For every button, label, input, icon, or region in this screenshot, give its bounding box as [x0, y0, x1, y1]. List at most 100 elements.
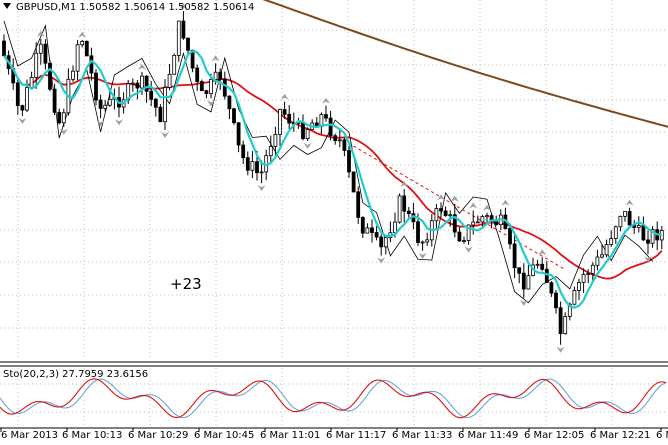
candle-body: [360, 217, 365, 234]
stoch-lines: [0, 378, 667, 419]
candle-body: [425, 239, 430, 243]
fractal-down-icon: [464, 246, 473, 253]
candle-body: [255, 161, 259, 174]
candle-body: [89, 55, 94, 74]
candle-body: [333, 135, 338, 142]
candle-body: [370, 227, 374, 233]
candle-body: [356, 191, 361, 218]
candle-body: [397, 195, 402, 223]
candle-body: [600, 254, 604, 258]
fractal-down-icon: [377, 257, 386, 264]
time-axis: 6 Mar 2013 6 Mar 10:13 6 Mar 10:29 6 Mar 10…: [0, 428, 668, 441]
time-tick-label: 6 Mar 11:01: [260, 430, 320, 441]
fractal-up-icon: [78, 31, 87, 38]
candle-body: [485, 215, 489, 218]
stoch-grid: [0, 368, 668, 427]
candle-body: [443, 210, 448, 217]
candle-body: [590, 264, 595, 274]
candle-body: [586, 273, 591, 275]
candle-body: [227, 95, 232, 110]
candle-body: [75, 44, 80, 72]
candle-body: [471, 221, 476, 226]
fractal-down-icon: [418, 252, 427, 259]
candle-body: [250, 161, 255, 171]
candle-body: [618, 215, 623, 228]
candle-body: [324, 114, 328, 119]
fractal-down-icon: [161, 131, 169, 138]
candle-body: [245, 157, 250, 171]
candle-body: [282, 109, 287, 115]
ma-slow-line: [262, 0, 668, 128]
candle-body: [365, 227, 370, 234]
candle-body: [176, 20, 181, 56]
fractal-down-icon: [207, 100, 215, 107]
trendline-dashed: [342, 139, 567, 271]
candle-body: [98, 99, 103, 109]
candle-body: [383, 237, 388, 248]
time-tick-label: 6 Mar 12:21: [590, 430, 650, 441]
time-tick-label: 6 Mar 10:13: [62, 430, 122, 441]
fractal-up-icon: [36, 30, 45, 37]
stoch-signal-line: [0, 378, 667, 419]
candle-body: [186, 37, 190, 51]
symbol-header: GBPUSD,M1 1.50582 1.50614 1.50582 1.5061…: [16, 2, 254, 13]
candle-body: [609, 238, 614, 245]
fractal-down-icon: [96, 120, 105, 127]
candle-body: [25, 87, 29, 111]
candle-body: [287, 113, 292, 124]
candle-body: [623, 211, 627, 217]
fractal-up-icon: [211, 55, 220, 62]
ma-mid-line: [3, 55, 663, 280]
candle-body: [149, 90, 154, 100]
fractal-up-icon: [483, 204, 491, 211]
envelope-path: [3, 20, 653, 304]
ma-slow-path: [262, 0, 668, 128]
candle-body: [268, 146, 273, 157]
candle-body: [379, 236, 384, 248]
candle-body: [34, 52, 39, 78]
candle-body: [163, 87, 167, 123]
fractal-arrows: [18, 3, 652, 353]
candle-body: [521, 272, 526, 290]
candle-body: [636, 225, 641, 228]
candle-body: [236, 122, 241, 146]
candle-body: [278, 109, 282, 135]
trendline-dash: [342, 139, 567, 271]
candle-body: [374, 232, 379, 238]
candle-body: [650, 229, 655, 244]
fractal-up-icon: [322, 97, 330, 104]
candle-body: [259, 171, 264, 174]
candle-body: [172, 55, 177, 75]
candle-body: [167, 73, 172, 88]
time-tick-label: 6 Mar 10:29: [128, 430, 188, 441]
candle-body: [517, 267, 522, 274]
candle-body: [209, 78, 213, 94]
time-tick-label: 6 Mar 2013: [1, 430, 58, 441]
candle-body: [351, 171, 356, 193]
candle-body: [181, 20, 186, 39]
candle-body: [549, 282, 554, 294]
candle-body: [222, 78, 227, 97]
fractal-down-icon: [519, 299, 528, 306]
candle-body: [218, 71, 223, 80]
fractal-up-icon: [400, 180, 409, 187]
candle-body: [195, 67, 200, 82]
candle-body: [158, 106, 163, 123]
candle-body: [328, 117, 333, 137]
fractal-up-icon: [501, 199, 510, 206]
candle-body: [130, 82, 135, 85]
candle-body: [508, 228, 512, 245]
candle-body: [140, 75, 144, 89]
candle-body: [641, 225, 646, 241]
time-tick-label: 6 Mar 10:45: [194, 430, 254, 441]
fractal-down-icon: [556, 346, 565, 353]
fractal-up-icon: [437, 194, 445, 201]
candle-body: [572, 290, 577, 305]
candle-body: [646, 239, 650, 244]
candle-body: [595, 256, 600, 266]
stoch-main-line: [0, 378, 667, 419]
time-tick-label: 6 Mar 12:37: [656, 430, 668, 441]
candle-body: [29, 77, 34, 88]
ma-fast-line: [3, 50, 662, 309]
